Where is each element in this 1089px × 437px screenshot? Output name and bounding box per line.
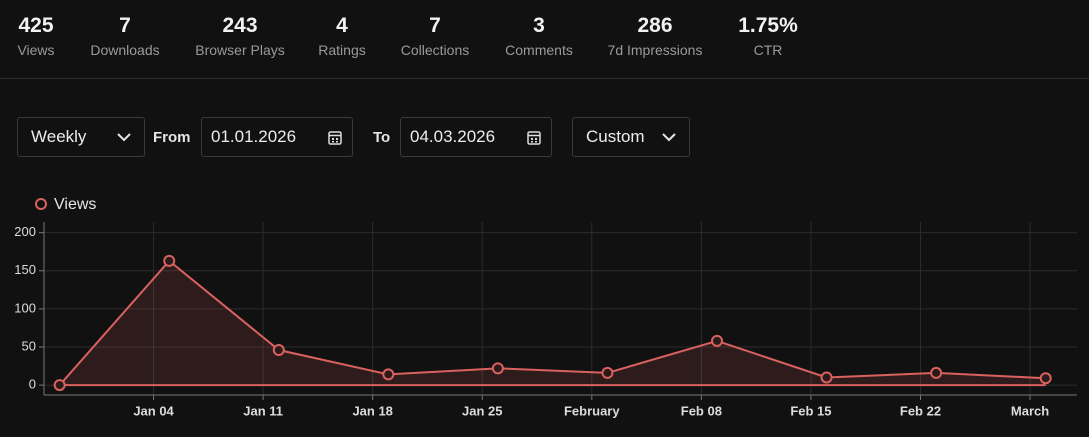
x-tick-label: Jan 18 [352,403,392,418]
y-tick-label: 150 [14,262,36,277]
x-tick-label: Feb 08 [681,403,722,418]
to-date: 04.03.2026 [410,127,496,146]
divider [0,78,1089,79]
stat-value: 3 [533,14,545,37]
stat: 3 Comments [474,14,604,58]
stat-value: 4 [336,14,348,37]
stat: 7 Collections [370,14,500,58]
stat-label: Ratings [318,42,366,58]
point [820,371,833,384]
from-date: 01.01.2026 [211,127,297,146]
range-value: Custom [586,127,645,146]
y-tick-label: 100 [14,300,36,315]
stat-value: 286 [637,14,673,37]
stat-label: CTR [753,42,783,58]
y-tick-label: 200 [14,224,36,239]
x-tick-label: Feb 22 [900,403,941,418]
calendar-icon [527,131,541,145]
x-tick-label: Jan 11 [243,403,283,418]
point [601,366,614,379]
stat: 286 7d Impressions [590,14,720,58]
stat-label: Downloads [90,42,160,58]
stat-value: 7 [119,14,131,37]
stat: 243 Browser Plays [175,14,305,58]
point [930,366,943,379]
stat: 7 Downloads [60,14,190,58]
to-date-input[interactable]: 04.03.2026 [400,117,552,157]
point [53,379,66,392]
stat: 425 Views [0,14,101,58]
point [163,254,176,267]
range-dropdown[interactable]: Custom [572,117,690,157]
point [272,344,285,357]
stat-label: Browser Plays [195,42,285,58]
stat-label: Collections [400,42,470,58]
stat: 1.75% CTR [703,14,833,58]
stat-value: 1.75% [738,14,798,37]
calendar-icon [328,131,342,145]
stat: 4 Ratings [277,14,407,58]
y-tick-label: 50 [22,338,36,353]
x-tick-label: Jan 04 [133,403,174,418]
chevron-icon [117,133,131,142]
stat-label: Views [17,42,55,58]
point [711,334,724,347]
stat-value: 243 [222,14,258,37]
point [491,362,504,375]
x-tick-label: March [1011,403,1049,418]
legend-marker [35,198,47,210]
y-tick-label: 0 [29,377,36,392]
x-tick-label: Feb 15 [790,403,831,418]
stat-label: 7d Impressions [607,42,703,58]
area [59,260,1046,386]
stat-label: Comments [505,42,573,58]
chevron-icon [662,133,676,142]
line [58,259,1046,386]
from-label: From [153,129,191,146]
from-date-input[interactable]: 01.01.2026 [201,117,353,157]
interval-dropdown[interactable]: Weekly [17,117,145,157]
interval-value: Weekly [31,127,87,146]
point [1039,372,1052,385]
legend-label: Views [54,196,96,213]
stat-value: 425 [18,14,54,37]
x-tick-label: February [564,403,620,418]
x-tick-label: Jan 25 [462,403,502,418]
stat-value: 7 [429,14,441,37]
point [382,368,395,381]
to-label: To [373,129,391,146]
